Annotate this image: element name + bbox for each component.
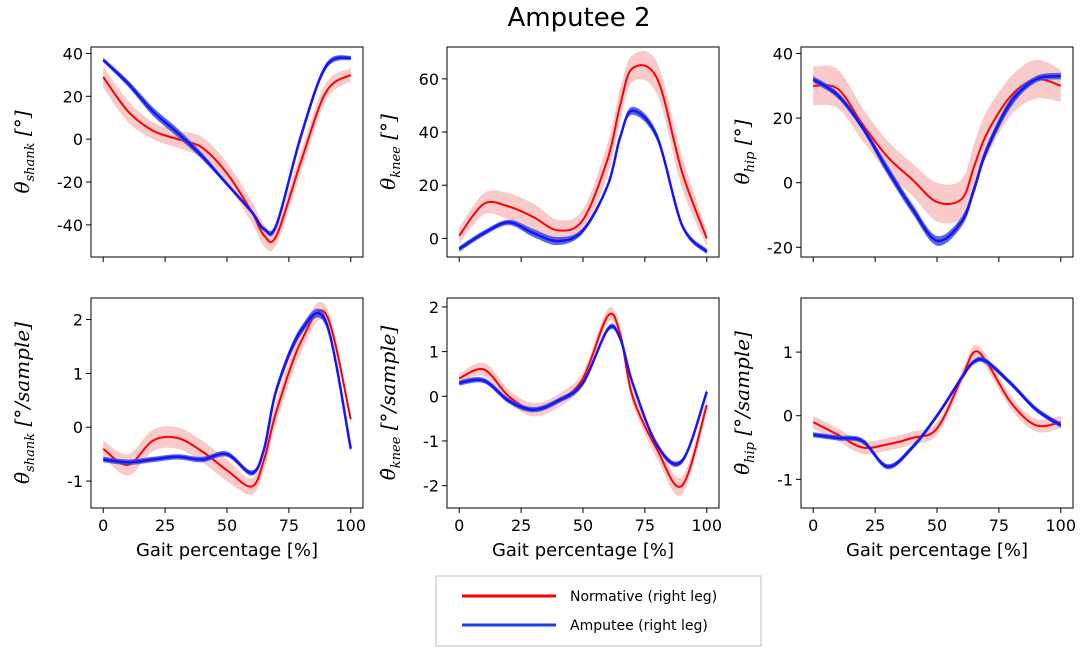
panel-theta-shank: -40 -20 0 20 40 θshank [°] <box>10 44 364 262</box>
plot-area-thetadot-knee <box>458 306 708 496</box>
ytick-label: 1 <box>783 343 793 362</box>
plot-area-theta-shank <box>102 55 352 252</box>
normative-thetadot-hip-band <box>813 344 1061 455</box>
panel-theta-hip: -20 0 20 40 θhip [°] <box>730 44 1074 262</box>
ytick-label: 60 <box>419 70 439 89</box>
plot-area-thetadot-shank <box>102 301 353 495</box>
plot-area-theta-hip <box>812 59 1062 246</box>
ytick-label: 0 <box>73 130 83 149</box>
ytick-label: 2 <box>429 298 439 317</box>
ytick-label: 1 <box>429 343 439 362</box>
ytick-label: -20 <box>57 173 83 192</box>
ytick-label: 1 <box>73 364 83 383</box>
amputee-theta-hip-line <box>812 74 1061 243</box>
amputee-thetadot-knee-line <box>458 325 708 466</box>
legend-frame <box>435 575 762 647</box>
ytick-label: -20 <box>767 238 793 257</box>
normative-theta-knee-band <box>459 50 707 247</box>
amputee-thetadot-shank-band <box>103 308 351 476</box>
normative-thetadot-hip-line <box>812 350 1061 449</box>
ytick-label: 0 <box>783 174 793 193</box>
yaxis-label-thetadot-knee: θ̇knee [°/sample] <box>376 326 404 481</box>
plot-area-theta-knee <box>458 50 708 255</box>
xtick-label: 25 <box>511 516 531 535</box>
ytick-label: 2 <box>73 311 83 330</box>
xtick-label: 50 <box>573 516 593 535</box>
ytick-label: 0 <box>429 387 439 406</box>
ytick-label: 0 <box>429 229 439 248</box>
ytick-label: 20 <box>63 87 83 106</box>
axes-frame-thetadot-hip <box>800 297 1074 509</box>
ytick-label: -40 <box>57 216 83 235</box>
xtick-label: 75 <box>635 516 655 535</box>
amputee-thetadot-shank-line <box>103 311 353 475</box>
normative-theta-knee-line <box>458 64 708 239</box>
yaxis-label-thetadot-hip: θ̇hip [°/sample] <box>730 331 758 475</box>
normative-theta-hip-band <box>813 59 1061 224</box>
xaxis-label: Gait percentage [%] <box>136 540 318 561</box>
normative-theta-shank-band <box>103 66 351 252</box>
ytick-label: -1 <box>777 470 793 489</box>
ytick-label: 40 <box>419 123 439 142</box>
xtick-label: 50 <box>927 516 947 535</box>
normative-thetadot-knee-line <box>458 312 708 488</box>
xaxis-label: Gait percentage [%] <box>846 540 1028 561</box>
axes-frame-thetadot-knee <box>446 297 720 509</box>
xtick-label: 75 <box>989 516 1009 535</box>
amputee-theta-knee-line <box>458 109 708 253</box>
yaxis-label-theta-knee: θknee [°] <box>376 114 404 190</box>
normative-thetadot-knee-band <box>459 306 707 496</box>
normative-thetadot-shank-line <box>102 309 352 488</box>
xtick-label: 25 <box>865 516 885 535</box>
xtick-label: 25 <box>155 516 175 535</box>
ytick-label: 20 <box>773 109 793 128</box>
xtick-label: 100 <box>335 516 366 535</box>
amputee-thetadot-hip-line <box>813 357 1062 468</box>
axes-frame-theta-shank <box>90 46 364 258</box>
ytick-label: 40 <box>63 44 83 63</box>
figure-title: Amputee 2 <box>507 3 650 33</box>
ytick-label: 0 <box>783 407 793 426</box>
amputee-thetadot-knee-band <box>459 323 707 467</box>
ytick-label: -1 <box>423 432 439 451</box>
ytick-label: 0 <box>73 418 83 437</box>
ytick-label: -1 <box>67 472 83 491</box>
xtick-label: 100 <box>1045 516 1076 535</box>
panel-theta-knee: 0 20 40 60 θknee [°] <box>376 46 720 262</box>
yaxis-label-theta-hip: θhip [°] <box>730 119 758 184</box>
plot-area-thetadot-hip <box>812 344 1062 470</box>
yaxis-label-theta-shank: θshank [°] <box>10 110 38 193</box>
xtick-label: 0 <box>808 516 818 535</box>
legend-label-normative: Normative (right leg) <box>570 589 717 605</box>
panel-thetadot-hip: -1 0 1 0 25 50 75 100 Gait percentage [%] θ̇hip [… <box>730 297 1076 561</box>
xtick-label: 75 <box>279 516 299 535</box>
ytick-label: 40 <box>773 44 793 63</box>
amputee-theta-shank-line <box>102 56 352 235</box>
ytick-label: -2 <box>423 477 439 496</box>
ytick-label: 20 <box>419 176 439 195</box>
xtick-label: 0 <box>98 516 108 535</box>
yaxis-label-thetadot-shank: θ̇shank [°/sample] <box>10 322 38 484</box>
xtick-label: 0 <box>454 516 464 535</box>
xtick-label: 50 <box>217 516 237 535</box>
xaxis-label: Gait percentage [%] <box>492 540 674 561</box>
normative-thetadot-shank-band <box>103 301 351 495</box>
legend-label-amputee: Amputee (right leg) <box>570 618 708 634</box>
panel-thetadot-knee: -2 -1 0 1 2 0 25 50 75 100 Gait percentage [%] θ̇kn… <box>376 297 722 561</box>
panel-thetadot-shank: -1 0 1 2 0 25 50 75 100 Gait percentage [%] θ̇shan… <box>10 297 366 561</box>
amputee-theta-shank-band <box>103 55 351 237</box>
legend: Normative (right leg) Amputee (right leg… <box>435 575 762 647</box>
normative-theta-shank-line <box>102 74 352 244</box>
xtick-label: 100 <box>691 516 722 535</box>
